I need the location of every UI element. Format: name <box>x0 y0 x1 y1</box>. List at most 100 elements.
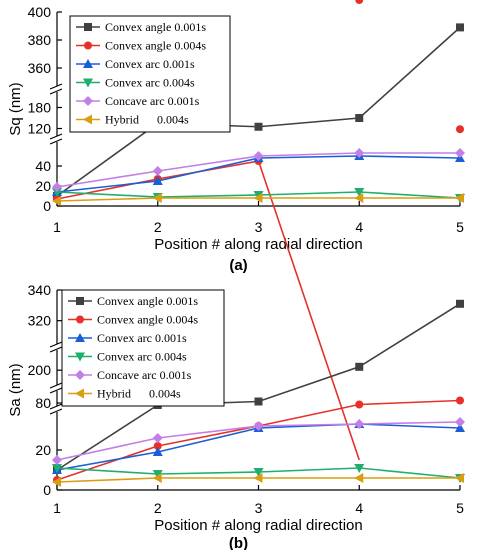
data-point <box>52 188 62 197</box>
data-point <box>52 477 61 487</box>
panel-caption: (a) <box>229 257 247 274</box>
legend-marker <box>83 96 93 106</box>
axis-break-gap <box>51 406 63 412</box>
legend-label: Concave arc 0.001s <box>105 94 200 108</box>
data-point <box>455 473 464 483</box>
y-tick-label: 180 <box>28 100 52 116</box>
data-point <box>253 421 264 431</box>
legend-marker <box>83 114 92 125</box>
data-point <box>153 442 162 450</box>
legend-box <box>69 15 231 133</box>
panel-b: 1 2 3 4 5 0 20 80 200 320 340 Position # along radi… <box>7 282 465 550</box>
x-axis-label: Position # along radial direction <box>154 236 362 253</box>
data-point <box>152 176 163 185</box>
data-point <box>455 417 465 427</box>
legend-marker <box>75 352 85 362</box>
axis-break-gap <box>51 385 63 391</box>
data-point <box>354 473 364 483</box>
legend-label: Convex angle 0.004s <box>105 39 206 53</box>
data-point <box>254 397 263 406</box>
axis-break-mark <box>49 382 63 389</box>
data-point <box>355 0 364 4</box>
data-point <box>455 193 464 203</box>
legend-label: Convex arc 0.001s <box>105 57 195 71</box>
legend-label: Convex angle 0.001s <box>97 294 198 308</box>
data-point <box>152 166 163 176</box>
x-tick-label: 3 <box>255 219 263 235</box>
data-point <box>456 396 464 405</box>
axis-break-mark <box>49 133 63 140</box>
data-point <box>455 423 465 432</box>
legend-marker <box>75 370 85 380</box>
x-tick-label: 2 <box>154 219 162 235</box>
legend-label: Convex angle 0.004s <box>97 313 198 327</box>
y-tick-label: 380 <box>28 32 52 48</box>
data-point <box>455 148 465 158</box>
legend-label: Convex angle 0.001s <box>105 20 206 34</box>
x-tick-label: 1 <box>53 219 61 235</box>
axis-break-gap <box>51 86 63 92</box>
y-tick-label: 80 <box>35 395 51 411</box>
legend-label: Convex arc 0.004s <box>97 350 187 364</box>
legend-box <box>61 289 225 407</box>
data-point <box>152 447 163 456</box>
y-tick-label: 400 <box>28 4 52 20</box>
x-tick-label: 3 <box>255 500 263 516</box>
y-tick-label: 20 <box>35 442 51 458</box>
y-tick-label: 320 <box>28 313 52 329</box>
data-point <box>253 193 263 203</box>
legend-label: Hybrid 0.004s <box>97 387 181 401</box>
x-tick-label: 4 <box>355 500 363 516</box>
data-point <box>152 193 162 203</box>
axis-break-mark <box>49 408 63 415</box>
data-point <box>456 23 464 32</box>
data-point <box>354 419 365 429</box>
data-point <box>354 464 365 473</box>
legend-label: Hybrid 0.004s <box>105 113 189 127</box>
data-point <box>254 122 263 131</box>
data-point <box>152 470 163 479</box>
legend-marker <box>84 41 92 50</box>
axis-break-mark <box>49 387 63 394</box>
data-point <box>456 125 464 134</box>
axis-break-mark <box>49 403 63 410</box>
data-point <box>456 299 464 308</box>
y-tick-label: 360 <box>28 60 52 76</box>
data-point <box>52 182 62 192</box>
legend-marker <box>76 297 84 305</box>
axis-break-gap <box>51 344 63 350</box>
axis-break-mark <box>49 138 63 145</box>
data-point <box>355 114 364 122</box>
data-point <box>355 400 364 409</box>
y-tick-label: 40 <box>35 158 51 174</box>
y-tick-label: 20 <box>35 178 51 194</box>
y-tick-label: 200 <box>28 362 52 378</box>
legend-label: Convex arc 0.001s <box>97 331 187 345</box>
legend-marker <box>84 23 92 31</box>
legend-marker <box>83 59 93 68</box>
x-tick-label: 1 <box>53 500 61 516</box>
x-tick-label: 5 <box>456 500 464 516</box>
legend-marker <box>76 315 84 324</box>
data-point <box>52 455 62 465</box>
data-point <box>355 362 364 371</box>
data-point <box>52 464 62 473</box>
data-point <box>152 433 163 443</box>
legend-marker <box>83 78 93 88</box>
y-tick-label: 0 <box>43 198 51 214</box>
y-tick-label: 340 <box>28 282 52 298</box>
legend-marker <box>75 333 85 342</box>
panel-caption: (b) <box>229 535 248 550</box>
data-point <box>354 193 364 203</box>
legend-label: Concave arc 0.001s <box>97 368 192 382</box>
axis-break-gap <box>51 136 63 142</box>
data-point <box>253 468 264 477</box>
y-tick-label: 0 <box>43 482 51 498</box>
legend-label: Convex arc 0.004s <box>105 76 195 90</box>
data-point <box>354 188 365 197</box>
legend-marker <box>75 388 84 399</box>
data-point <box>253 473 263 483</box>
y-axis-label: Sa (nm) <box>7 363 24 416</box>
axis-break-mark <box>49 346 63 353</box>
